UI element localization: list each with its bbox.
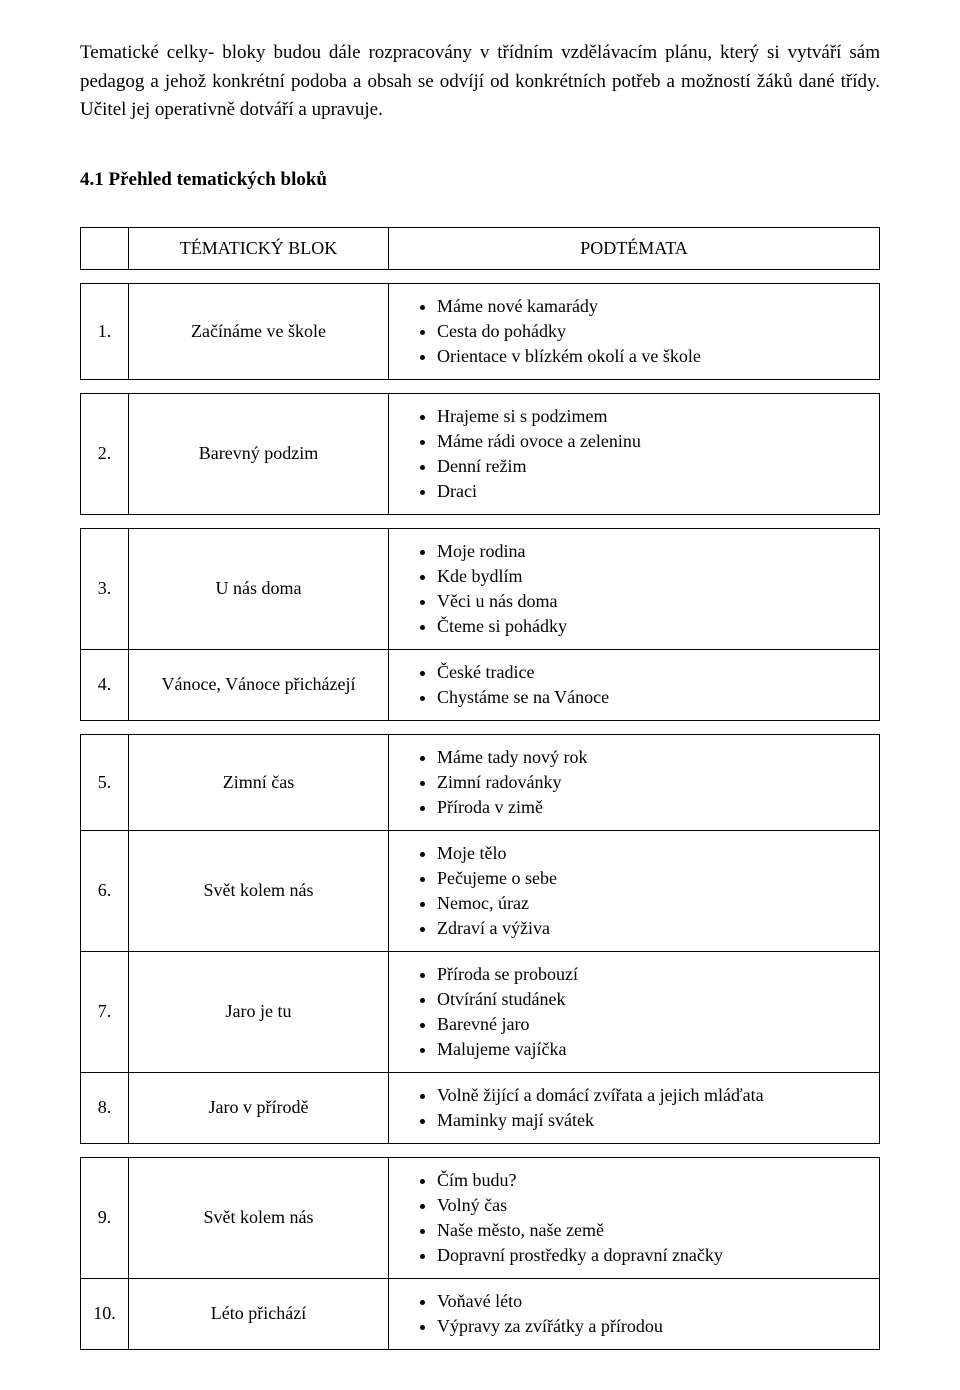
table-row: 3.U nás domaMoje rodinaKde bydlímVěci u … xyxy=(81,528,880,649)
subtopic-item: Věci u nás doma xyxy=(437,589,871,614)
row-number: 4. xyxy=(81,649,129,720)
subtopic-item: Výpravy za zvířátky a přírodou xyxy=(437,1314,871,1339)
table-row: 2.Barevný podzimHrajeme si s podzimemMám… xyxy=(81,393,880,514)
table-row: 6.Svět kolem násMoje těloPečujeme o sebe… xyxy=(81,830,880,951)
thematic-blocks-table: TÉMATICKÝ BLOK PODTÉMATA 1.Začínáme ve š… xyxy=(80,227,880,1350)
row-number: 10. xyxy=(81,1278,129,1349)
subtopic-item: Orientace v blízkém okolí a ve škole xyxy=(437,344,871,369)
block-name: Jaro je tu xyxy=(129,951,389,1072)
block-name: Svět kolem nás xyxy=(129,830,389,951)
block-name: Barevný podzim xyxy=(129,393,389,514)
subtopics-cell: Máme nové kamarádyCesta do pohádkyOrient… xyxy=(389,283,880,379)
row-number: 8. xyxy=(81,1072,129,1143)
table-row: 10.Léto přicházíVoňavé létoVýpravy za zv… xyxy=(81,1278,880,1349)
table-spacer-row xyxy=(81,379,880,393)
subtopic-item: Maminky mají svátek xyxy=(437,1108,871,1133)
table-row: 5.Zimní časMáme tady nový rokZimní radov… xyxy=(81,734,880,830)
table-spacer-row xyxy=(81,269,880,283)
table-spacer-row xyxy=(81,514,880,528)
subtopic-item: Hrajeme si s podzimem xyxy=(437,404,871,429)
block-name: Svět kolem nás xyxy=(129,1157,389,1278)
subtopics-list: Hrajeme si s podzimemMáme rádi ovoce a z… xyxy=(397,404,871,504)
row-number: 7. xyxy=(81,951,129,1072)
block-name: Léto přichází xyxy=(129,1278,389,1349)
row-number: 1. xyxy=(81,283,129,379)
subtopic-item: Cesta do pohádky xyxy=(437,319,871,344)
block-name: U nás doma xyxy=(129,528,389,649)
table-row: 4.Vánoce, Vánoce přicházejíČeské tradice… xyxy=(81,649,880,720)
subtopic-item: Volně žijící a domácí zvířata a jejich m… xyxy=(437,1083,871,1108)
subtopic-item: České tradice xyxy=(437,660,871,685)
row-number: 6. xyxy=(81,830,129,951)
subtopics-cell: České tradiceChystáme se na Vánoce xyxy=(389,649,880,720)
subtopic-item: Malujeme vajíčka xyxy=(437,1037,871,1062)
table-header-row: TÉMATICKÝ BLOK PODTÉMATA xyxy=(81,227,880,269)
block-name: Začínáme ve škole xyxy=(129,283,389,379)
subtopics-cell: Moje těloPečujeme o sebeNemoc, úrazZdrav… xyxy=(389,830,880,951)
subtopics-list: Máme nové kamarádyCesta do pohádkyOrient… xyxy=(397,294,871,369)
subtopics-cell: Volně žijící a domácí zvířata a jejich m… xyxy=(389,1072,880,1143)
block-name: Jaro v přírodě xyxy=(129,1072,389,1143)
subtopic-item: Zimní radovánky xyxy=(437,770,871,795)
table-spacer-row xyxy=(81,1143,880,1157)
subtopics-cell: Hrajeme si s podzimemMáme rádi ovoce a z… xyxy=(389,393,880,514)
subtopic-item: Zdraví a výživa xyxy=(437,916,871,941)
table-header-sub: PODTÉMATA xyxy=(389,227,880,269)
subtopic-item: Draci xyxy=(437,479,871,504)
subtopic-item: Moje tělo xyxy=(437,841,871,866)
row-number: 9. xyxy=(81,1157,129,1278)
block-name: Zimní čas xyxy=(129,734,389,830)
subtopic-item: Chystáme se na Vánoce xyxy=(437,685,871,710)
subtopics-cell: Máme tady nový rokZimní radovánkyPříroda… xyxy=(389,734,880,830)
subtopic-item: Příroda se probouzí xyxy=(437,962,871,987)
block-name: Vánoce, Vánoce přicházejí xyxy=(129,649,389,720)
subtopics-cell: Moje rodinaKde bydlímVěci u nás domaČtem… xyxy=(389,528,880,649)
subtopics-list: Moje rodinaKde bydlímVěci u nás domaČtem… xyxy=(397,539,871,639)
subtopic-item: Otvírání studánek xyxy=(437,987,871,1012)
subtopic-item: Naše město, naše země xyxy=(437,1218,871,1243)
table-row: 8.Jaro v přírodě Volně žijící a domácí zv… xyxy=(81,1072,880,1143)
row-number: 2. xyxy=(81,393,129,514)
document-page: Tematické celky- bloky budou dále rozpra… xyxy=(0,0,960,1390)
subtopics-list: Máme tady nový rokZimní radovánkyPříroda… xyxy=(397,745,871,820)
subtopic-item: Máme nové kamarády xyxy=(437,294,871,319)
subtopic-item: Voňavé léto xyxy=(437,1289,871,1314)
subtopic-item: Kde bydlím xyxy=(437,564,871,589)
row-number: 3. xyxy=(81,528,129,649)
section-heading: 4.1 Přehled tematických bloků xyxy=(80,169,880,191)
table-row: 1.Začínáme ve školeMáme nové kamarádyCes… xyxy=(81,283,880,379)
subtopic-item: Máme rádi ovoce a zeleninu xyxy=(437,429,871,454)
row-number: 5. xyxy=(81,734,129,830)
subtopics-list: Čím budu?Volný časNaše město, naše zeměD… xyxy=(397,1168,871,1268)
table-spacer-row xyxy=(81,720,880,734)
subtopic-item: Pečujeme o sebe xyxy=(437,866,871,891)
subtopic-item: Čím budu? xyxy=(437,1168,871,1193)
subtopic-item: Volný čas xyxy=(437,1193,871,1218)
table-header-empty xyxy=(81,227,129,269)
subtopic-item: Moje rodina xyxy=(437,539,871,564)
subtopics-list: České tradiceChystáme se na Vánoce xyxy=(397,660,871,710)
intro-paragraph: Tematické celky- bloky budou dále rozpra… xyxy=(80,39,880,125)
subtopic-item: Dopravní prostředky a dopravní značky xyxy=(437,1243,871,1268)
subtopics-list: Moje těloPečujeme o sebeNemoc, úrazZdrav… xyxy=(397,841,871,941)
table-header-block: TÉMATICKÝ BLOK xyxy=(129,227,389,269)
subtopics-list: Volně žijící a domácí zvířata a jejich m… xyxy=(397,1083,871,1133)
subtopic-item: Příroda v zimě xyxy=(437,795,871,820)
table-row: 7.Jaro je tuPříroda se probouzíOtvírání … xyxy=(81,951,880,1072)
subtopic-item: Máme tady nový rok xyxy=(437,745,871,770)
subtopic-item: Čteme si pohádky xyxy=(437,614,871,639)
subtopics-cell: Voňavé létoVýpravy za zvířátky a přírodo… xyxy=(389,1278,880,1349)
subtopics-list: Voňavé létoVýpravy za zvířátky a přírodo… xyxy=(397,1289,871,1339)
subtopics-cell: Příroda se probouzíOtvírání studánekBare… xyxy=(389,951,880,1072)
subtopic-item: Denní režim xyxy=(437,454,871,479)
table-row: 9.Svět kolem násČím budu?Volný časNaše m… xyxy=(81,1157,880,1278)
subtopic-item: Barevné jaro xyxy=(437,1012,871,1037)
subtopics-cell: Čím budu?Volný časNaše město, naše zeměD… xyxy=(389,1157,880,1278)
subtopic-item: Nemoc, úraz xyxy=(437,891,871,916)
subtopics-list: Příroda se probouzíOtvírání studánekBare… xyxy=(397,962,871,1062)
